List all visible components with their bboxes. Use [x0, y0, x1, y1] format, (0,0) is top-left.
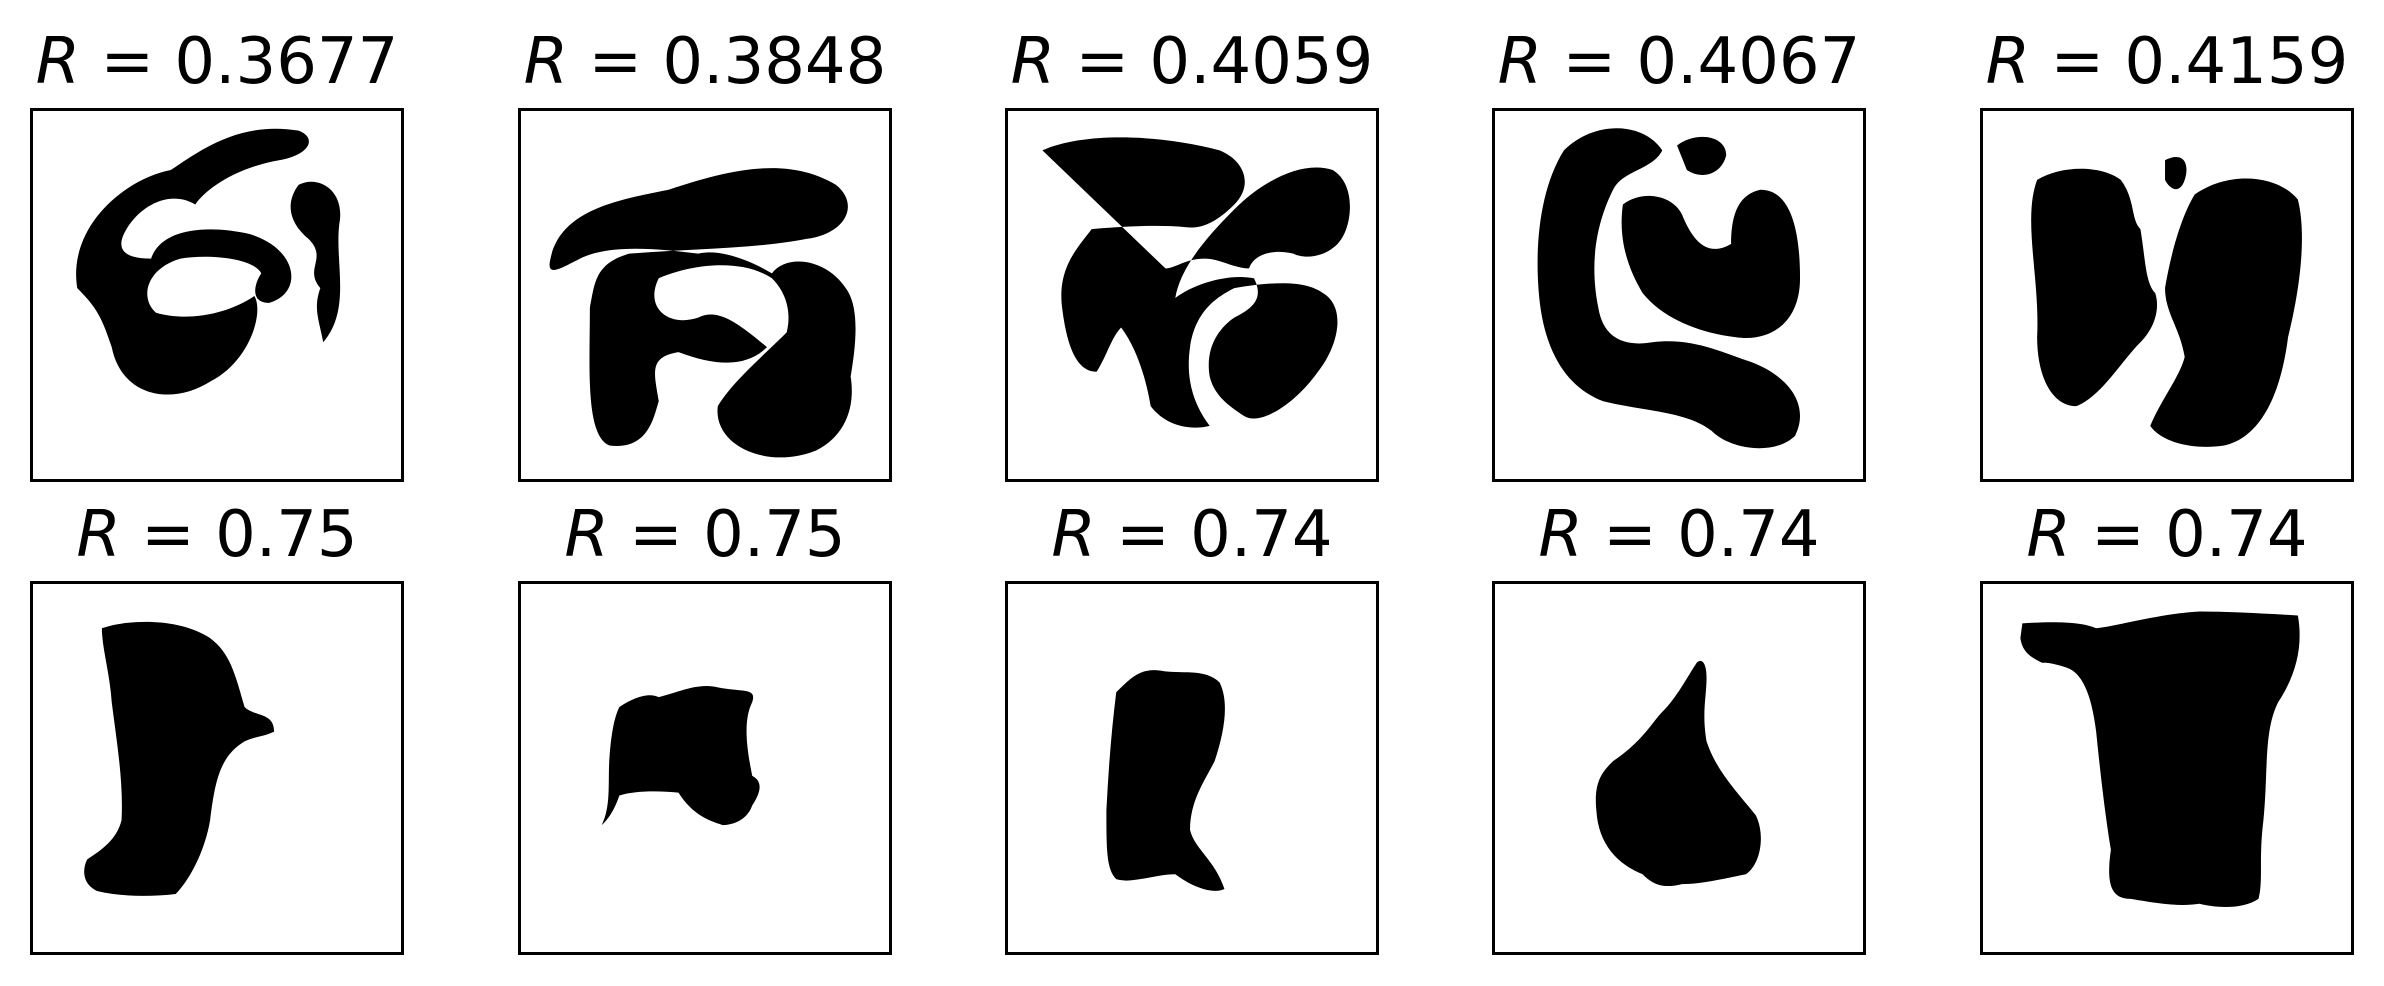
title-variable: R	[35, 25, 81, 99]
title-value: 0.3677	[174, 25, 399, 99]
shape-image	[1106, 670, 1225, 891]
shape-frame	[30, 108, 404, 482]
title-equals: =	[80, 25, 175, 99]
title-variable: R	[1010, 25, 1056, 99]
shape-blob	[1106, 670, 1225, 891]
shape-frame	[1492, 108, 1866, 482]
panel-title: R = 0.4067	[1492, 30, 1866, 94]
shape-image	[1042, 137, 1350, 428]
shape-blob	[601, 685, 760, 826]
title-value: 0.75	[703, 498, 846, 572]
shape-frame	[1005, 108, 1379, 482]
shape-image	[549, 168, 856, 458]
shape-image	[2020, 611, 2300, 908]
title-value: 0.4059	[1149, 25, 1374, 99]
shape-frame	[518, 581, 892, 955]
shape-image	[601, 685, 760, 826]
panel-title: R = 0.4059	[1005, 30, 1379, 94]
title-value: 0.74	[2165, 498, 2308, 572]
panel-title: R = 0.4159	[1980, 30, 2354, 94]
shape-frame	[1980, 581, 2354, 955]
title-value: 0.4067	[1636, 25, 1861, 99]
shape-image	[1595, 660, 1761, 887]
shape-image	[84, 621, 275, 896]
shape-frame	[30, 581, 404, 955]
shape-blob	[1537, 128, 1801, 449]
title-value: 0.4159	[2124, 25, 2349, 99]
shape-frame	[1492, 581, 1866, 955]
shape-blob	[2031, 157, 2302, 447]
title-variable: R	[1538, 498, 1583, 572]
title-value: 0.74	[1677, 498, 1820, 572]
title-value: 0.3848	[662, 25, 887, 99]
title-equals: =	[568, 25, 663, 99]
title-value: 0.75	[215, 498, 358, 572]
title-variable: R	[1497, 25, 1543, 99]
title-variable: R	[1985, 25, 2031, 99]
title-variable: R	[564, 498, 609, 572]
panel-title: R = 0.3677	[30, 30, 404, 94]
title-variable: R	[2026, 498, 2071, 572]
title-equals: =	[1095, 498, 1191, 572]
panel-title: R = 0.74	[1005, 503, 1379, 567]
shape-image	[76, 128, 341, 395]
shape-blob	[2020, 611, 2300, 908]
shape-blob	[84, 621, 275, 896]
panel-title: R = 0.3848	[518, 30, 892, 94]
title-equals: =	[608, 498, 704, 572]
title-equals: =	[120, 498, 216, 572]
panel-title: R = 0.74	[1492, 503, 1866, 567]
panel-title: R = 0.75	[518, 503, 892, 567]
shape-blob	[549, 168, 856, 458]
title-equals: =	[1582, 498, 1678, 572]
title-equals: =	[1055, 25, 1150, 99]
title-variable: R	[523, 25, 569, 99]
title-equals: =	[2030, 25, 2125, 99]
shape-frame	[518, 108, 892, 482]
title-variable: R	[1051, 498, 1096, 572]
shape-frame	[1980, 108, 2354, 482]
title-value: 0.74	[1190, 498, 1333, 572]
panel-title: R = 0.74	[1980, 503, 2354, 567]
title-equals: =	[1542, 25, 1637, 99]
shape-image	[2031, 157, 2302, 447]
shape-blob	[1042, 137, 1350, 428]
shape-image	[1537, 128, 1801, 449]
shape-blob	[1595, 660, 1761, 887]
shape-blob	[76, 128, 341, 395]
title-equals: =	[2070, 498, 2166, 572]
panel-title: R = 0.75	[30, 503, 404, 567]
shape-frame	[1005, 581, 1379, 955]
title-variable: R	[76, 498, 121, 572]
